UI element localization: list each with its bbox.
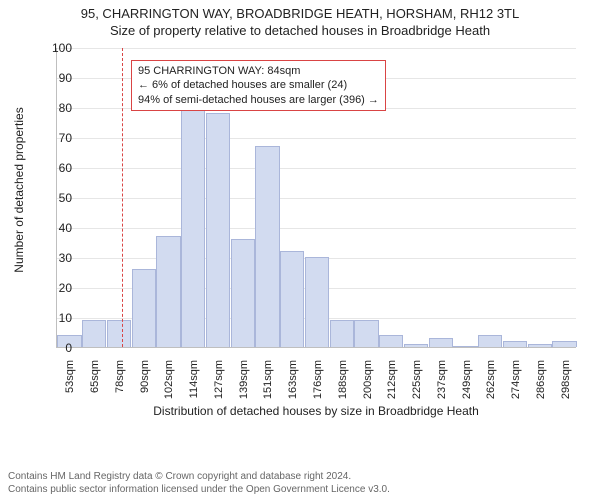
histogram-bar (107, 320, 131, 347)
histogram-bar (429, 338, 453, 347)
x-tick-label: 151sqm (262, 360, 274, 410)
x-tick-label: 249sqm (461, 360, 473, 410)
histogram-bar (82, 320, 106, 347)
x-tick-label: 102sqm (163, 360, 175, 410)
x-tick-label: 127sqm (213, 360, 225, 410)
y-tick-label: 50 (32, 191, 72, 205)
gridline (57, 228, 576, 229)
x-tick-label: 78sqm (114, 360, 126, 410)
x-tick-label: 286sqm (535, 360, 547, 410)
annotation-line: 94% of semi-detached houses are larger (… (138, 93, 379, 107)
histogram-bar (528, 344, 552, 347)
histogram-bar (404, 344, 428, 347)
histogram-bar (503, 341, 527, 347)
x-tick-label: 212sqm (386, 360, 398, 410)
y-tick-label: 70 (32, 131, 72, 145)
histogram-bar (206, 113, 230, 347)
histogram-bar (552, 341, 576, 347)
histogram-bar (181, 101, 205, 347)
x-tick-label: 163sqm (287, 360, 299, 410)
chart-title-main: 95, CHARRINGTON WAY, BROADBRIDGE HEATH, … (0, 0, 600, 21)
gridline (57, 138, 576, 139)
gridline (57, 198, 576, 199)
gridline (57, 168, 576, 169)
histogram-bar (255, 146, 279, 347)
y-axis-label: Number of detached properties (12, 107, 26, 272)
x-tick-label: 225sqm (411, 360, 423, 410)
footer-line-1: Contains HM Land Registry data © Crown c… (8, 470, 390, 483)
y-tick-label: 10 (32, 311, 72, 325)
y-tick-label: 100 (32, 41, 72, 55)
y-tick-label: 0 (32, 341, 72, 355)
histogram-bar (478, 335, 502, 347)
x-axis-label: Distribution of detached houses by size … (56, 404, 576, 418)
histogram-bar (379, 335, 403, 347)
histogram-bar (132, 269, 156, 347)
y-tick-label: 40 (32, 221, 72, 235)
x-tick-label: 274sqm (510, 360, 522, 410)
histogram-bar (280, 251, 304, 347)
x-tick-label: 53sqm (64, 360, 76, 410)
histogram-bar (305, 257, 329, 347)
y-tick-label: 30 (32, 251, 72, 265)
x-tick-label: 200sqm (362, 360, 374, 410)
histogram-bar (453, 346, 477, 347)
reference-line (122, 48, 123, 347)
plot-area: 95 CHARRINGTON WAY: 84sqm← 6% of detache… (56, 48, 576, 348)
x-tick-label: 188sqm (337, 360, 349, 410)
chart-container: Number of detached properties 95 CHARRIN… (0, 40, 600, 420)
y-tick-label: 20 (32, 281, 72, 295)
y-tick-label: 60 (32, 161, 72, 175)
gridline (57, 48, 576, 49)
footer-line-2: Contains public sector information licen… (8, 483, 390, 496)
x-tick-label: 114sqm (188, 360, 200, 410)
chart-title-sub: Size of property relative to detached ho… (0, 21, 600, 38)
y-tick-label: 80 (32, 101, 72, 115)
histogram-bar (330, 320, 354, 347)
x-tick-label: 65sqm (89, 360, 101, 410)
y-tick-label: 90 (32, 71, 72, 85)
annotation-line: 95 CHARRINGTON WAY: 84sqm (138, 64, 379, 78)
x-tick-label: 262sqm (485, 360, 497, 410)
histogram-bar (156, 236, 180, 347)
histogram-bar (231, 239, 255, 347)
attribution-footer: Contains HM Land Registry data © Crown c… (8, 470, 390, 496)
x-tick-label: 298sqm (560, 360, 572, 410)
annotation-line: ← 6% of detached houses are smaller (24) (138, 78, 379, 92)
x-tick-label: 139sqm (238, 360, 250, 410)
x-tick-label: 176sqm (312, 360, 324, 410)
x-tick-label: 90sqm (139, 360, 151, 410)
annotation-box: 95 CHARRINGTON WAY: 84sqm← 6% of detache… (131, 60, 386, 111)
histogram-bar (354, 320, 378, 347)
x-tick-label: 237sqm (436, 360, 448, 410)
